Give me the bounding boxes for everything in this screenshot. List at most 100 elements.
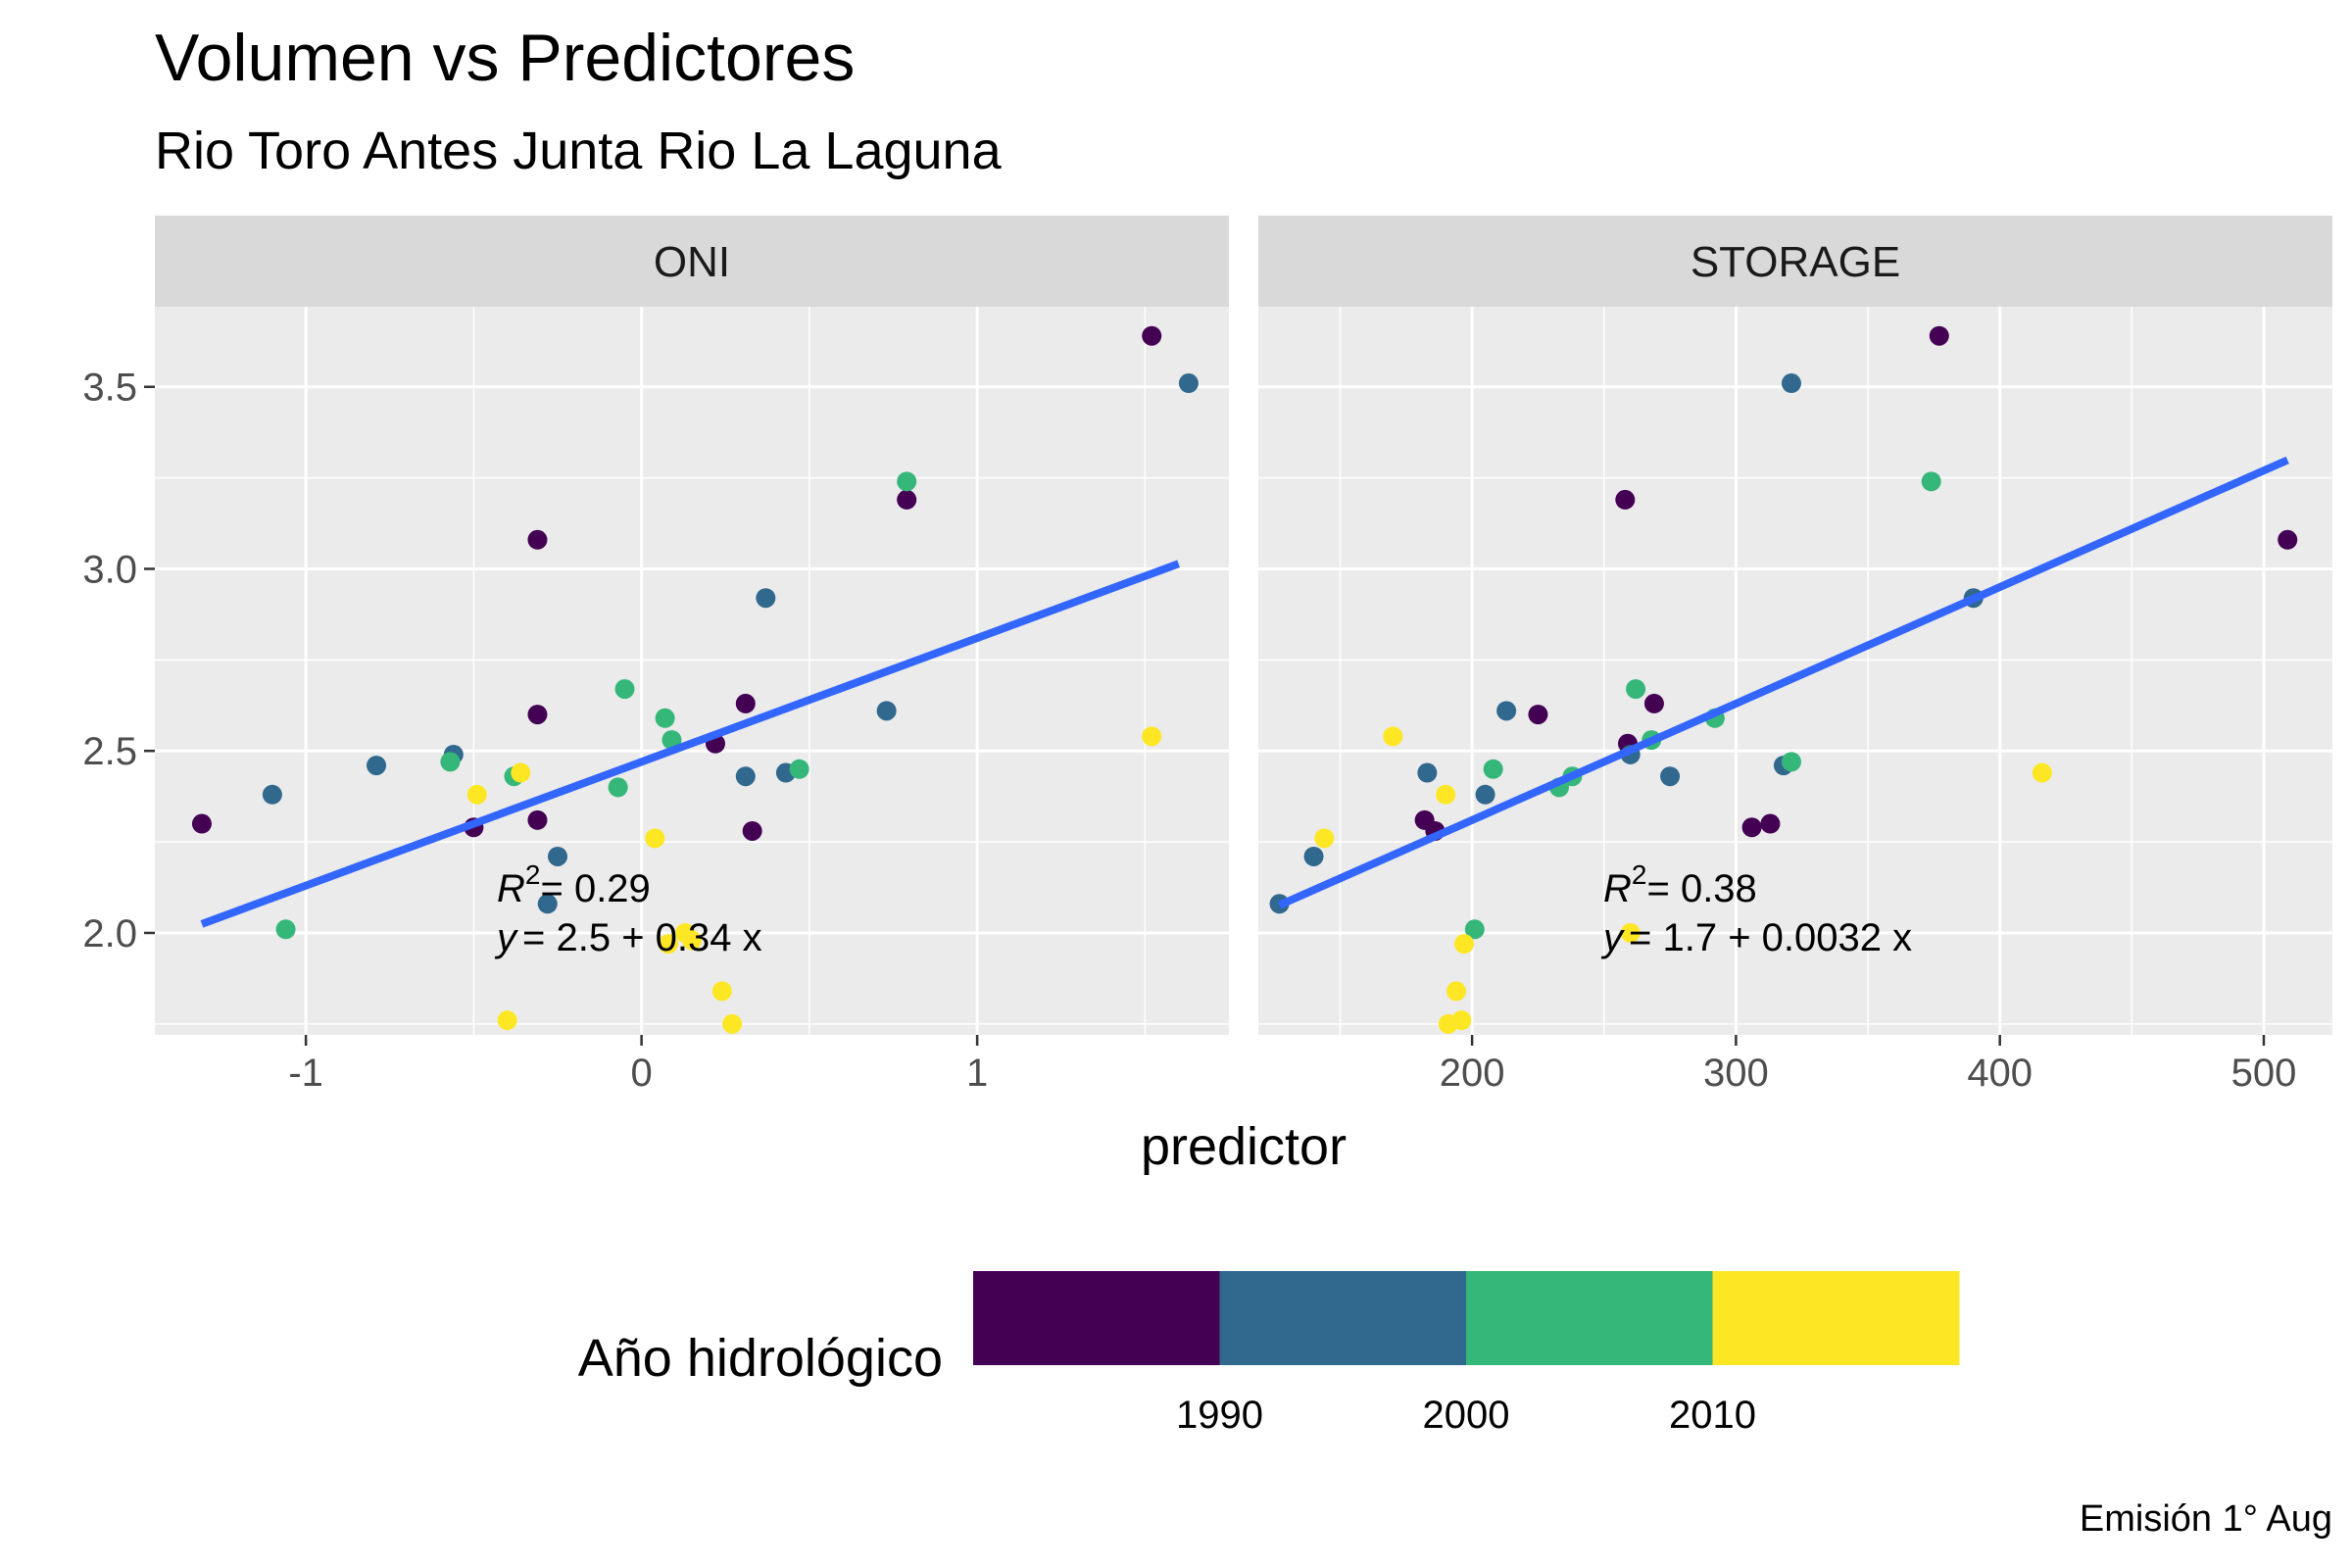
storage-equation-annotation: y = 1.7 + 0.0032 x: [1600, 916, 1912, 959]
data-point: [1760, 813, 1781, 834]
data-point: [262, 784, 282, 805]
data-point: [655, 708, 675, 728]
data-point: [1464, 919, 1485, 940]
panel-storage-fit: [1277, 456, 2289, 909]
strip-storage-label: STORAGE: [1690, 238, 1900, 286]
y-tick-label: 3.0: [82, 548, 137, 591]
legend-color-band: [1466, 1271, 1713, 1365]
x-axis-title: predictor: [1141, 1117, 1347, 1176]
data-point: [789, 759, 809, 779]
data-point: [742, 820, 762, 841]
data-point: [1781, 373, 1801, 394]
chart-title: Volumen vs Predictores: [155, 21, 855, 95]
data-point: [1383, 726, 1403, 747]
data-point: [735, 766, 756, 787]
x-tick-label: 1: [966, 1052, 988, 1095]
x-tick-label: 0: [631, 1052, 653, 1095]
x-tick-label: 300: [1703, 1052, 1769, 1095]
strip-oni-label: ONI: [654, 238, 730, 286]
data-point: [1446, 981, 1466, 1002]
chart-subtitle: Rio Toro Antes Junta Rio La Laguna: [155, 122, 1003, 180]
data-point: [1417, 762, 1438, 783]
data-point: [897, 471, 917, 492]
data-point: [1528, 705, 1548, 725]
data-point: [1921, 471, 1941, 492]
y-tick-label: 2.0: [82, 912, 137, 956]
data-point: [497, 1010, 517, 1031]
data-point: [735, 693, 756, 713]
panel-oni-background: [155, 307, 1229, 1035]
regression-line: [200, 560, 1181, 928]
y-axis: 2.0 2.5 3.0 3.5: [82, 367, 155, 956]
data-point: [876, 701, 897, 721]
data-point: [537, 894, 558, 914]
data-point: [1626, 679, 1646, 700]
data-point: [527, 705, 548, 725]
data-point: [440, 752, 461, 772]
data-point: [1660, 766, 1681, 787]
data-point: [466, 784, 487, 805]
data-point: [1436, 784, 1456, 805]
legend-label: 1990: [1176, 1394, 1263, 1437]
data-point: [1142, 325, 1162, 346]
data-point: [191, 813, 212, 834]
y-tick-label: 2.5: [82, 730, 137, 773]
panel-oni-x-ticks: -1 0 1: [288, 1035, 988, 1095]
data-point: [1781, 752, 1801, 772]
data-point: [682, 930, 702, 951]
y-tick-label: 3.5: [82, 367, 137, 410]
caption: Emisión 1° Aug: [2080, 1498, 2332, 1540]
data-point: [1741, 817, 1762, 838]
x-tick-label: 400: [1967, 1052, 2033, 1095]
legend-labels: 1990 2000 2010: [1176, 1394, 1756, 1437]
data-point: [1483, 759, 1503, 779]
data-point: [1620, 922, 1641, 943]
data-point: [645, 828, 665, 849]
panel-oni: ONI R2= 0.29 y = 2.5 + 0.34 x -1 0 1: [155, 216, 1229, 1095]
legend-color-band: [973, 1271, 1220, 1365]
data-point: [1929, 325, 1949, 346]
x-tick-label: 500: [2231, 1052, 2297, 1095]
panel-oni-points: [191, 325, 1199, 1034]
legend-label: 2010: [1669, 1394, 1756, 1437]
data-point: [711, 981, 732, 1002]
x-tick-label: -1: [288, 1052, 323, 1095]
regression-line: [1277, 456, 2289, 909]
data-point: [659, 934, 679, 955]
data-point: [511, 762, 531, 783]
data-point: [722, 1013, 743, 1034]
data-point: [614, 679, 635, 700]
data-point: [275, 919, 296, 940]
legend-label: 2000: [1423, 1394, 1510, 1437]
x-tick-label: 200: [1440, 1052, 1505, 1095]
data-point: [2032, 762, 2052, 783]
data-point: [1178, 373, 1199, 394]
legend-colorbar: [973, 1271, 1960, 1365]
data-point: [367, 756, 387, 776]
data-point: [1142, 726, 1162, 747]
storage-r2-value: = 0.38: [1646, 867, 1756, 910]
legend-title: Año hidrológico: [578, 1329, 943, 1388]
data-point: [527, 529, 548, 550]
panel-storage-x-ticks: 200 300 400 500: [1440, 1035, 2297, 1095]
data-point: [2278, 529, 2298, 550]
data-point: [1454, 934, 1475, 955]
data-point: [756, 588, 776, 609]
legend-color-band: [1712, 1271, 1960, 1365]
panel-storage-grid: [1258, 307, 2332, 1035]
strip-storage-background: [1258, 216, 2332, 307]
oni-equation-annotation: y = 2.5 + 0.34 x: [494, 916, 762, 959]
panel-storage-background: [1258, 307, 2332, 1035]
data-point: [548, 846, 567, 866]
data-point: [1475, 784, 1495, 805]
legend-color-band: [1219, 1271, 1467, 1365]
legend: Año hidrológico 1990 2000 2010: [578, 1271, 1960, 1437]
data-point: [1615, 489, 1636, 510]
data-point: [527, 809, 548, 830]
panel-storage: STORAGE R2= 0.38 y = 1.7 + 0.0032 x 200 30…: [1258, 216, 2332, 1095]
strip-oni-background: [155, 216, 1229, 307]
data-point: [897, 489, 917, 510]
data-point: [608, 777, 628, 798]
oni-r2-value: = 0.29: [540, 867, 650, 910]
